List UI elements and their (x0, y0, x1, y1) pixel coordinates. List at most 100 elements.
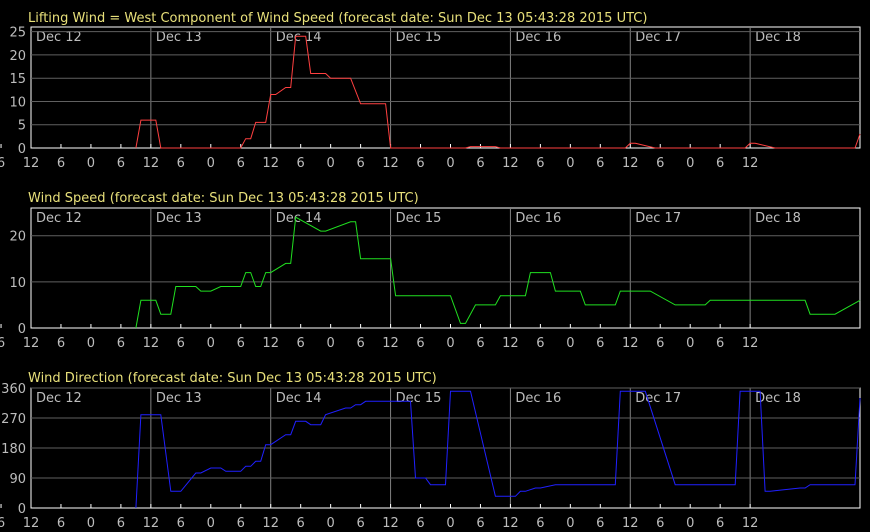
x-tick-label: 0 (566, 336, 574, 351)
x-tick-label: 6 (0, 336, 5, 351)
y-tick-label: 20 (9, 230, 26, 245)
y-tick-label: 25 (9, 26, 26, 41)
x-tick-label: 12 (143, 336, 160, 351)
x-tick-label: 6 (297, 516, 305, 531)
day-label: Dec 12 (36, 30, 82, 45)
day-label: Dec 13 (156, 391, 202, 406)
x-tick-label: 0 (326, 336, 334, 351)
x-tick-label: 0 (87, 156, 95, 171)
y-tick-label: 270 (1, 412, 26, 427)
x-tick-label: 6 (356, 336, 364, 351)
x-tick-label: 6 (596, 156, 604, 171)
x-tick-label: 6 (536, 516, 544, 531)
x-tick-label: 12 (502, 516, 519, 531)
x-tick-label: 6 (596, 336, 604, 351)
day-label: Dec 14 (276, 391, 322, 406)
x-tick-label: 0 (446, 156, 454, 171)
chart-3-title: Wind Direction (forecast date: Sun Dec 1… (28, 371, 437, 386)
x-tick-label: 6 (416, 156, 424, 171)
chart-2-title: Wind Speed (forecast date: Sun Dec 13 05… (28, 191, 419, 206)
x-tick-label: 6 (716, 336, 724, 351)
x-tick-label: 0 (566, 156, 574, 171)
x-tick-label: 6 (356, 156, 364, 171)
day-label: Dec 15 (396, 211, 442, 226)
x-tick-label: 0 (686, 336, 694, 351)
x-tick-label: 0 (326, 516, 334, 531)
chart-1-title: Lifting Wind = West Component of Wind Sp… (28, 11, 647, 26)
x-tick-label: 6 (177, 516, 185, 531)
day-label: Dec 18 (755, 30, 801, 45)
x-tick-label: 0 (207, 156, 215, 171)
x-tick-label: 0 (87, 336, 95, 351)
x-tick-label: 6 (177, 336, 185, 351)
day-label: Dec 13 (156, 30, 202, 45)
x-tick-label: 12 (382, 336, 399, 351)
day-label: Dec 16 (515, 391, 561, 406)
x-tick-label: 0 (446, 516, 454, 531)
x-tick-label: 0 (446, 336, 454, 351)
day-label: Dec 16 (515, 30, 561, 45)
y-tick-label: 0 (18, 142, 26, 157)
x-tick-label: 6 (356, 516, 364, 531)
x-tick-label: 6 (656, 516, 664, 531)
x-tick-label: 6 (416, 516, 424, 531)
x-tick-label: 6 (237, 336, 245, 351)
y-tick-label: 20 (9, 49, 26, 64)
x-tick-label: 12 (262, 336, 279, 351)
day-label: Dec 18 (755, 391, 801, 406)
day-label: Dec 12 (36, 391, 82, 406)
x-tick-label: 12 (23, 336, 40, 351)
x-tick-label: 0 (207, 336, 215, 351)
x-tick-label: 12 (382, 156, 399, 171)
day-label: Dec 18 (755, 211, 801, 226)
x-tick-label: 6 (476, 156, 484, 171)
x-tick-label: 6 (117, 156, 125, 171)
y-tick-label: 0 (18, 322, 26, 337)
y-tick-label: 5 (18, 119, 26, 134)
x-tick-label: 6 (297, 336, 305, 351)
x-tick-label: 6 (656, 336, 664, 351)
x-tick-label: 6 (716, 516, 724, 531)
x-tick-label: 12 (622, 336, 639, 351)
x-tick-label: 12 (23, 516, 40, 531)
x-tick-label: 12 (622, 156, 639, 171)
x-tick-label: 6 (536, 156, 544, 171)
y-tick-label: 180 (1, 442, 26, 457)
x-tick-label: 6 (117, 336, 125, 351)
day-label: Dec 12 (36, 211, 82, 226)
day-label: Dec 17 (635, 211, 681, 226)
x-tick-label: 0 (686, 156, 694, 171)
x-tick-label: 6 (57, 156, 65, 171)
x-tick-label: 0 (207, 516, 215, 531)
day-label: Dec 16 (515, 211, 561, 226)
x-tick-label: 6 (237, 516, 245, 531)
x-tick-label: 6 (536, 336, 544, 351)
x-tick-label: 12 (622, 516, 639, 531)
x-tick-label: 6 (596, 516, 604, 531)
x-tick-label: 6 (716, 156, 724, 171)
x-tick-label: 6 (0, 156, 5, 171)
x-tick-label: 12 (143, 516, 160, 531)
x-tick-label: 12 (143, 156, 160, 171)
x-tick-label: 12 (262, 516, 279, 531)
series-line (135, 35, 861, 149)
series-line (135, 390, 861, 509)
x-tick-label: 12 (742, 336, 759, 351)
x-tick-label: 6 (117, 516, 125, 531)
day-label: Dec 15 (396, 30, 442, 45)
day-label: Dec 15 (396, 391, 442, 406)
day-label: Dec 14 (276, 30, 322, 45)
x-tick-label: 12 (502, 156, 519, 171)
x-tick-label: 6 (57, 336, 65, 351)
day-label: Dec 13 (156, 211, 202, 226)
x-tick-label: 6 (476, 336, 484, 351)
x-tick-label: 12 (382, 516, 399, 531)
x-tick-label: 6 (177, 156, 185, 171)
series-line (135, 216, 861, 329)
x-tick-label: 0 (87, 516, 95, 531)
x-tick-label: 12 (502, 336, 519, 351)
x-tick-label: 6 (416, 336, 424, 351)
y-tick-label: 10 (9, 95, 26, 110)
day-label: Dec 17 (635, 30, 681, 45)
x-tick-label: 0 (686, 516, 694, 531)
